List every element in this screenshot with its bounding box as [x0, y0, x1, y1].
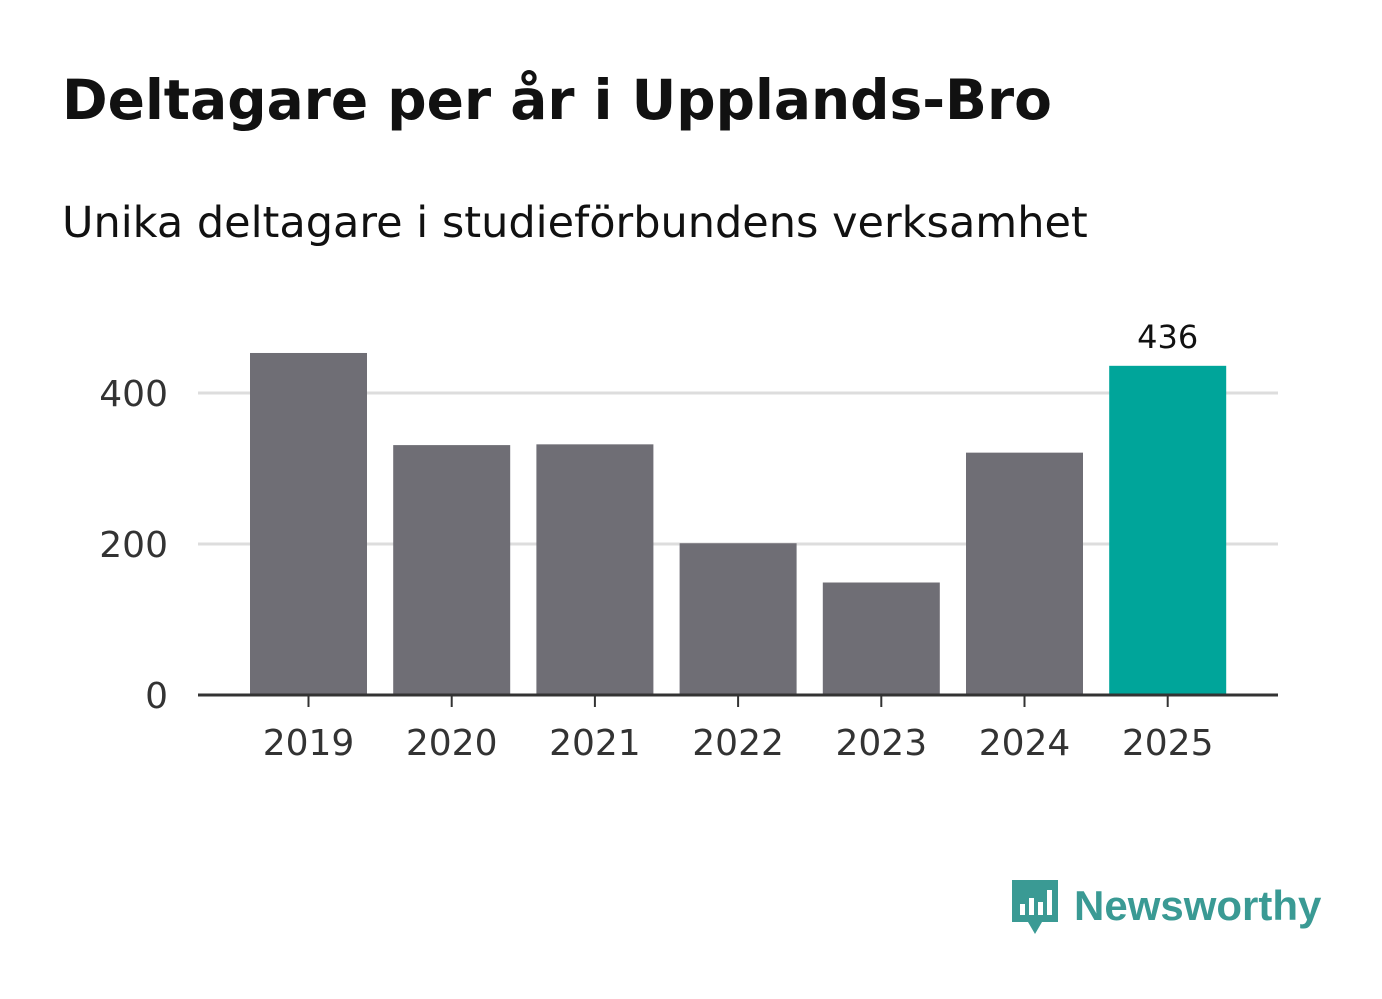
labels: 0 200 400 2019 2020 2021 2022 2023 2024 2025 436 [99, 318, 1213, 764]
data-label: 436 [1137, 318, 1198, 356]
x-tick-label: 2019 [263, 723, 355, 764]
bar-2020 [393, 445, 511, 695]
brand-name: Newsworthy [1074, 882, 1322, 929]
y-tick-label: 400 [99, 374, 168, 415]
x-tick-label: 2024 [979, 723, 1071, 764]
x-tick-label: 2025 [1122, 723, 1214, 764]
bars [250, 352, 1227, 695]
bar-2022 [679, 543, 797, 695]
newsworthy-logo: Newsworthy [1010, 876, 1321, 936]
axes [198, 693, 1278, 707]
x-tick-label: 2020 [406, 723, 498, 764]
x-tick-label: 2021 [549, 723, 641, 764]
bar-2019 [250, 352, 367, 695]
chart-title: Deltagare per år i Upplands-Bro [62, 68, 1052, 132]
newsworthy-logo-icon [1012, 880, 1058, 934]
chart-subtitle: Unika deltagare i studieförbundens verks… [62, 198, 1088, 248]
x-tick-label: 2022 [692, 723, 784, 764]
bar-2024 [966, 452, 1083, 695]
x-tick-label: 2023 [835, 723, 927, 764]
bar-2021 [536, 444, 654, 695]
y-tick-label: 0 [145, 676, 168, 717]
bar-2023 [822, 582, 940, 695]
bar-2025 [1109, 365, 1227, 695]
y-tick-label: 200 [99, 525, 168, 566]
